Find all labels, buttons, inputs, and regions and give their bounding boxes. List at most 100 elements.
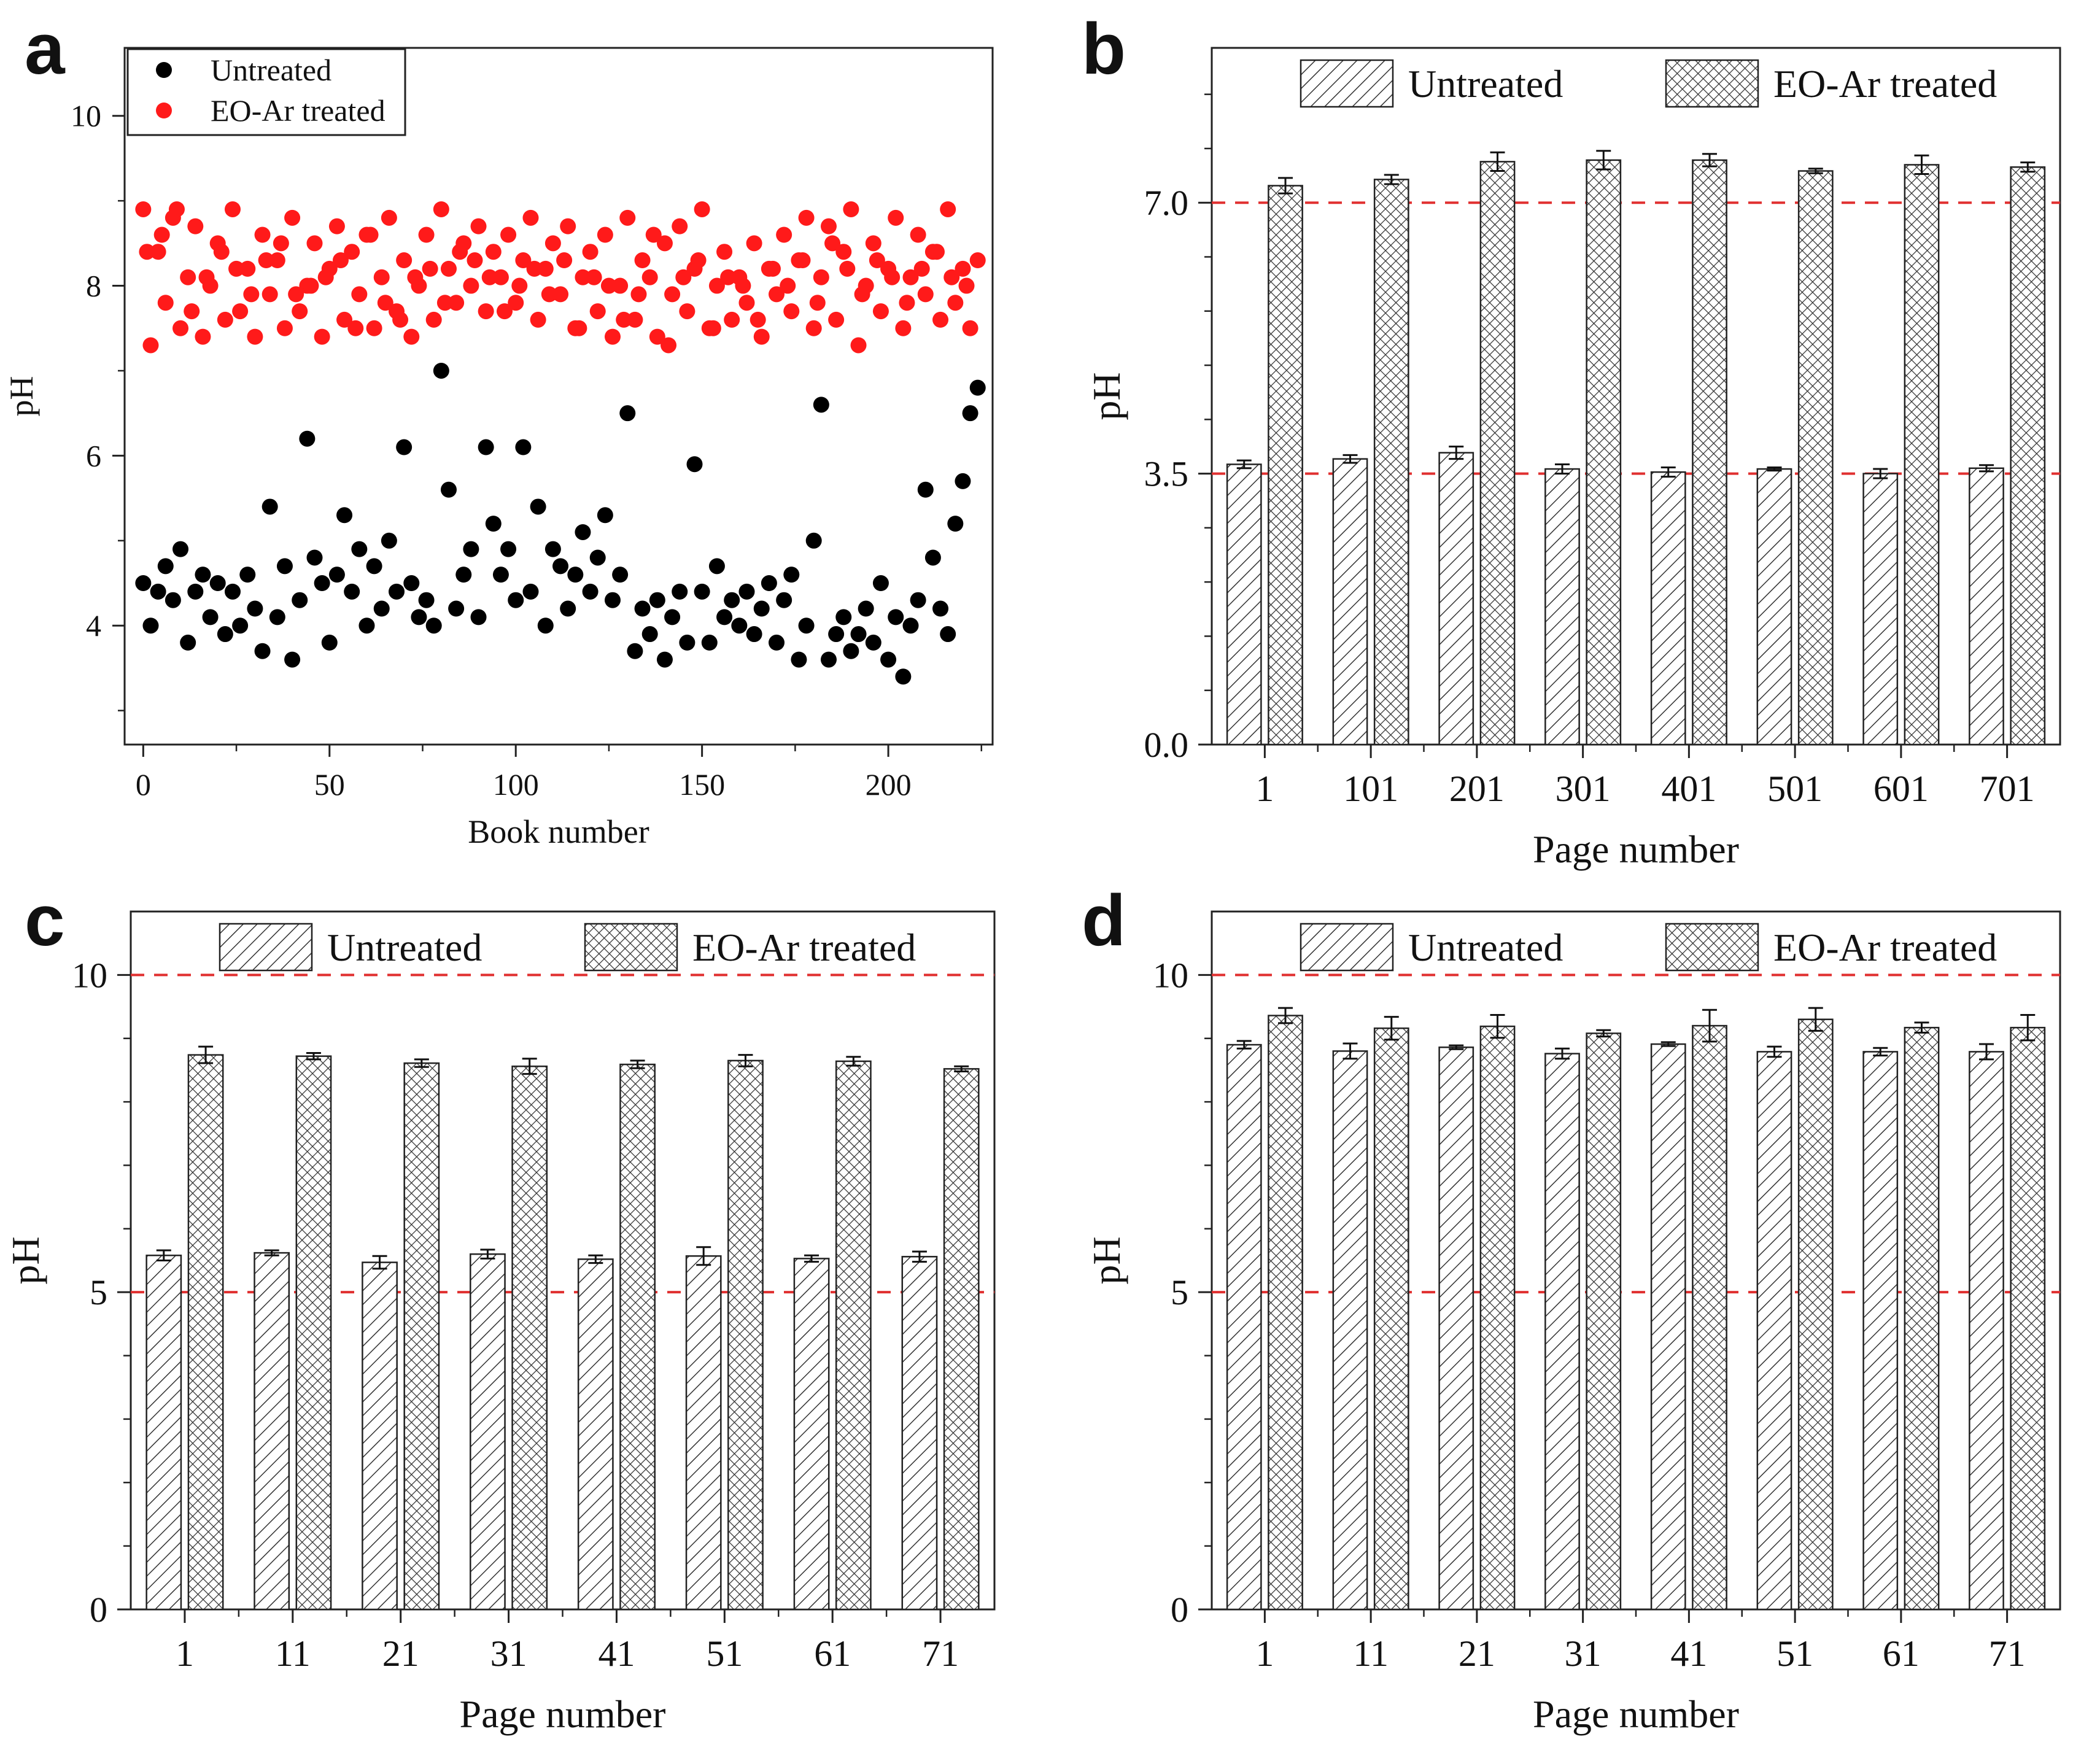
bar-untreated (901, 1256, 938, 1611)
data-point (276, 320, 293, 336)
legend-label: Untreated (211, 53, 331, 87)
data-point (292, 303, 308, 320)
data-point (157, 558, 174, 575)
bar-treated (1479, 161, 1516, 746)
data-point (433, 201, 449, 217)
data-point (600, 277, 617, 294)
bar-untreated (793, 1258, 830, 1611)
data-point (805, 320, 822, 336)
data-point (436, 295, 453, 311)
data-point (604, 328, 621, 345)
data-point (962, 320, 978, 336)
data-point (910, 226, 926, 243)
data-point (452, 244, 468, 260)
data-point (664, 609, 681, 625)
data-point (843, 643, 859, 659)
data-point (839, 260, 856, 277)
data-point (537, 617, 554, 634)
x-tick-label: 21 (1459, 1633, 1495, 1674)
data-point (373, 269, 390, 285)
y-axis-label: pH (3, 376, 40, 417)
data-point (791, 651, 807, 668)
data-point (820, 651, 837, 668)
data-point (690, 252, 707, 269)
bar-untreated (1969, 467, 2004, 746)
data-point (217, 311, 233, 328)
bar-treated (1373, 1027, 1409, 1611)
data-point (317, 269, 334, 285)
x-tick-label: 601 (1873, 768, 1929, 809)
data-point (273, 235, 289, 252)
data-point (947, 516, 964, 532)
y-tick-label: 8 (86, 269, 101, 303)
data-point (813, 397, 829, 413)
data-point (209, 575, 226, 592)
data-point (761, 575, 777, 592)
data-point (403, 575, 420, 592)
data-point (135, 575, 152, 592)
data-point (679, 634, 695, 651)
x-axis-label: Book number (468, 813, 649, 850)
y-tick-label: 5 (90, 1272, 107, 1312)
data-point (292, 592, 308, 608)
data-point (735, 277, 751, 294)
data-point (769, 286, 785, 303)
data-point (694, 583, 710, 600)
data-point (917, 286, 934, 303)
bar-treated (1904, 1026, 1940, 1611)
data-point (440, 260, 457, 277)
x-tick-label: 1 (176, 1633, 194, 1674)
x-tick-label: 31 (490, 1633, 527, 1674)
data-point (508, 295, 524, 311)
data-point (865, 634, 881, 651)
data-point (522, 209, 539, 226)
data-point (202, 609, 219, 625)
bar-untreated (577, 1258, 614, 1611)
data-point (358, 617, 375, 634)
data-point (641, 269, 658, 285)
data-point (716, 609, 733, 625)
bar-untreated (145, 1254, 182, 1611)
data-point (750, 311, 766, 328)
data-point (172, 320, 189, 336)
bar-treated (835, 1060, 872, 1611)
data-point (269, 252, 285, 269)
data-point (835, 609, 852, 625)
y-tick-label: 5 (1171, 1272, 1188, 1312)
data-point (672, 218, 688, 234)
data-point (958, 277, 975, 294)
data-point (962, 405, 978, 422)
data-point (582, 244, 599, 260)
data-point (448, 295, 465, 311)
y-tick-label: 10 (1153, 955, 1188, 995)
data-point (571, 320, 587, 336)
data-point (470, 218, 487, 234)
data-point (478, 303, 494, 320)
legend-marker (156, 103, 172, 118)
data-point (351, 541, 368, 557)
x-tick-label: 101 (1343, 768, 1398, 809)
data-point (560, 218, 576, 234)
data-point (694, 201, 710, 217)
legend-label: EO-Ar treated (692, 926, 916, 969)
panel-label: d (1082, 880, 1126, 961)
data-point (366, 320, 382, 336)
panel-label: b (1082, 9, 1126, 90)
data-point (269, 609, 285, 625)
x-tick-label: 11 (275, 1633, 311, 1674)
bar-treated (511, 1065, 548, 1611)
bar-treated (1797, 1018, 1834, 1611)
x-tick-label: 71 (922, 1633, 959, 1674)
data-point (500, 541, 517, 557)
data-point (794, 252, 811, 269)
data-point (612, 567, 629, 583)
y-tick-label: 7.0 (1144, 183, 1189, 223)
data-point (497, 303, 513, 320)
data-point (672, 583, 688, 600)
data-point (328, 218, 345, 234)
data-point (239, 567, 256, 583)
data-point (649, 328, 665, 345)
legend-swatch (1300, 59, 1394, 108)
data-point (247, 600, 263, 617)
